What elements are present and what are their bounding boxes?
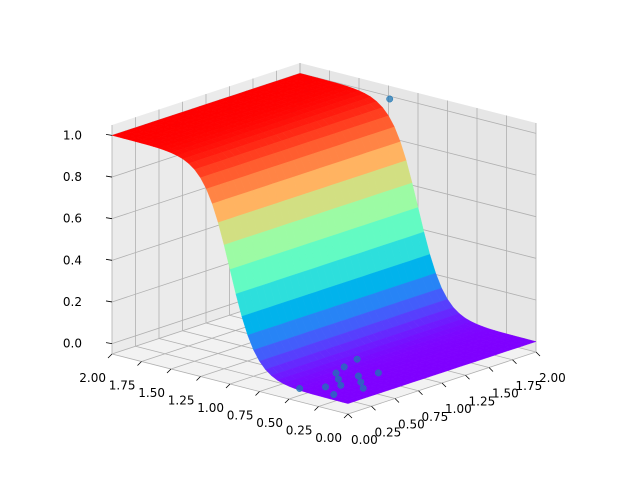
- scatter-point: [337, 381, 345, 389]
- y-tick-label: 0.25: [286, 424, 313, 438]
- surface-mesh: [111, 73, 537, 404]
- z-tick-mark: [105, 217, 113, 220]
- scatter-point: [334, 375, 342, 383]
- z-tick-mark: [105, 175, 113, 178]
- scatter-point: [332, 369, 340, 377]
- scatter-point: [322, 383, 329, 391]
- z-tick-mark: [105, 300, 113, 303]
- axis-ticks: 0.00.20.40.60.81.00.000.250.500.751.001.…: [63, 128, 566, 447]
- y-tick-label: 1.75: [109, 379, 136, 393]
- scatter-point: [386, 95, 394, 103]
- y-tick-mark: [314, 406, 319, 411]
- y-tick-label: 1.00: [197, 401, 224, 415]
- scatter-point: [296, 385, 304, 392]
- x-tick-mark: [512, 359, 517, 365]
- z-tick-label: 0.8: [63, 170, 82, 184]
- z-tick-label: 0.4: [63, 253, 82, 267]
- x-tick-label: 0.50: [398, 418, 425, 432]
- x-tick-label: 1.50: [492, 387, 519, 401]
- x-tick-mark: [347, 413, 353, 419]
- y-tick-mark: [137, 361, 142, 366]
- y-tick-mark: [166, 368, 172, 374]
- z-tick-label: 0.0: [63, 337, 82, 351]
- x-tick-label: 0.75: [422, 410, 449, 424]
- x-tick-label: 0.00: [351, 433, 378, 447]
- z-tick-label: 0.6: [63, 212, 82, 226]
- z-tick-mark: [105, 342, 113, 344]
- y-tick-label: 2.00: [79, 371, 106, 385]
- z-tick-label: 0.2: [63, 295, 82, 309]
- y-tick-mark: [107, 353, 113, 359]
- y-tick-mark: [284, 398, 290, 404]
- z-tick-mark: [105, 134, 113, 136]
- y-tick-label: 1.25: [168, 394, 195, 408]
- z-tick-label: 1.0: [63, 128, 82, 142]
- scatter-point: [374, 369, 382, 377]
- scatter-point: [359, 384, 367, 392]
- scatter-points-front: [296, 355, 382, 398]
- y-tick-mark: [343, 413, 349, 419]
- x-tick-label: 1.75: [516, 379, 543, 393]
- y-tick-label: 0.00: [315, 431, 342, 445]
- scatter-point: [340, 363, 348, 371]
- x-tick-label: 1.00: [445, 402, 472, 416]
- scatter-point: [353, 355, 361, 363]
- surface-facet: [522, 339, 537, 345]
- y-tick-mark: [255, 391, 260, 396]
- scatter-point: [354, 372, 362, 380]
- x-tick-label: 2.00: [539, 371, 566, 385]
- z-tick-mark: [105, 258, 113, 261]
- x-tick-label: 0.25: [375, 425, 402, 439]
- scatter-point: [330, 391, 338, 398]
- x-tick-mark: [465, 374, 470, 380]
- x-tick-mark: [418, 390, 423, 396]
- y-tick-mark: [225, 383, 231, 389]
- x-tick-mark: [535, 351, 541, 357]
- y-tick-mark: [196, 376, 201, 381]
- x-tick-mark: [371, 405, 376, 411]
- x-tick-label: 1.25: [469, 394, 496, 408]
- scatter-point: [357, 378, 365, 386]
- y-tick-label: 0.50: [256, 416, 283, 430]
- x-tick-mark: [394, 398, 400, 403]
- y-tick-label: 0.75: [227, 409, 254, 423]
- y-tick-label: 1.50: [138, 386, 165, 400]
- x-tick-mark: [488, 367, 494, 372]
- x-tick-mark: [441, 382, 447, 388]
- grid-line-z: [299, 73, 537, 134]
